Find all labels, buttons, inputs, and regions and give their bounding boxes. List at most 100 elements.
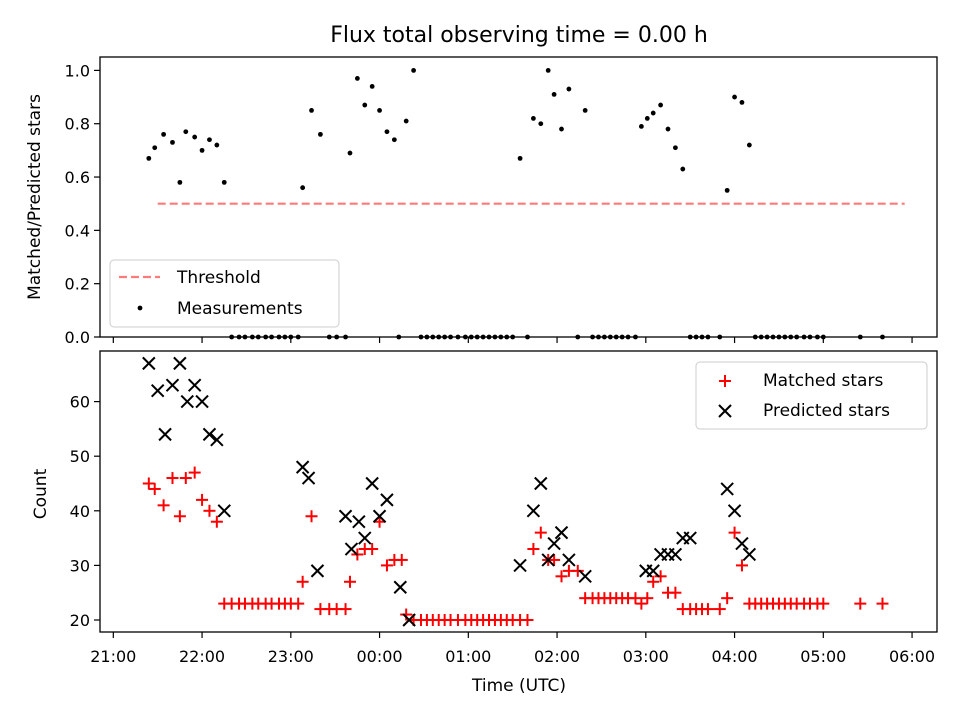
matched-star-point — [305, 510, 318, 523]
measurement-point — [369, 83, 375, 89]
measurement-point — [309, 107, 314, 113]
predicted-star-stroke-b — [554, 525, 569, 540]
matched-star-point — [296, 575, 309, 588]
measurement-point — [638, 123, 644, 129]
matched-star-point — [548, 553, 561, 566]
predicted-star-stroke-b — [541, 553, 555, 567]
predicted-star-point — [358, 531, 372, 545]
predicted-star-point — [720, 482, 734, 496]
predicted-star-point — [727, 504, 742, 518]
predicted-star-point — [534, 476, 548, 491]
x-tick-label: 23:00 — [268, 647, 314, 666]
predicted-star-stroke-b — [338, 509, 353, 523]
predicted-star-stroke-b — [352, 515, 366, 529]
predicted-star-point — [742, 547, 757, 562]
predicted-star-point — [380, 493, 394, 507]
predicted-star-point — [338, 509, 353, 523]
measurement-point — [207, 137, 212, 143]
predicted-star-stroke-b — [402, 613, 416, 627]
x-tick-label: 00:00 — [357, 647, 403, 666]
matched-star-point — [373, 515, 386, 528]
matched-star-point — [817, 597, 830, 610]
matched-star-point — [210, 515, 223, 528]
measurement-point — [146, 155, 152, 161]
matched-star-point — [521, 614, 534, 626]
predicted-star-point — [187, 378, 202, 392]
matched-star-point — [534, 526, 547, 539]
predicted-star-point — [301, 471, 316, 485]
measurement-point — [403, 118, 409, 124]
measurement-point — [551, 91, 557, 97]
matched-star-point — [142, 477, 155, 490]
predicted-star-stroke-b — [727, 504, 742, 518]
predicted-star-point — [541, 553, 555, 567]
predicted-star-point — [295, 460, 310, 474]
matched-star-point — [395, 553, 408, 566]
matched-star-point — [292, 597, 305, 610]
x-tick-label: 04:00 — [712, 647, 758, 666]
measurement-point — [391, 137, 397, 143]
predicted-star-stroke-b — [142, 356, 156, 371]
matched-star-point — [166, 472, 179, 485]
predicted-star-point — [554, 525, 569, 540]
predicted-star-point — [393, 580, 407, 594]
measurement-point — [221, 179, 227, 185]
measurement-point — [582, 107, 588, 113]
measurement-point — [650, 110, 656, 116]
top-y-tick-label: 0.2 — [65, 275, 90, 294]
measurement-point — [545, 68, 551, 73]
measurements-legend-label: Measurements — [177, 299, 303, 319]
measurement-point — [680, 166, 686, 172]
predicted-star-point — [165, 378, 180, 392]
predicted-star-point — [513, 558, 527, 573]
predicted-star-point — [180, 394, 194, 409]
predicted-star-stroke-b — [372, 509, 387, 523]
matched-star-point — [876, 597, 889, 610]
matched-star-point — [713, 603, 726, 616]
predicted-star-point — [365, 476, 379, 491]
predicted-star-point — [683, 531, 697, 545]
predicted-star-point — [210, 433, 224, 447]
measurement-point — [411, 68, 416, 73]
measurement-point — [644, 115, 650, 121]
chart-title: Flux total observing time = 0.00 h — [330, 23, 708, 48]
predicted-star-stroke-b — [158, 427, 172, 442]
matched-star-point — [701, 603, 714, 616]
matched-star-point — [635, 597, 648, 610]
matched-star-point — [721, 592, 734, 605]
predicted-star-stroke-b — [358, 531, 372, 545]
predicted-star-stroke-b — [180, 394, 194, 409]
top-y-tick-label: 1.0 — [65, 61, 90, 80]
bottom-plot-area — [142, 356, 889, 627]
predicted-legend-label: Predicted stars — [763, 401, 890, 421]
bottom-y-tick-label: 20 — [70, 611, 90, 630]
matched-star-point — [728, 526, 741, 539]
predicted-star-stroke-b — [380, 493, 394, 507]
predicted-star-stroke-b — [526, 504, 541, 518]
predicted-star-point — [646, 564, 660, 578]
predicted-star-stroke-b — [534, 476, 548, 491]
matched-star-point — [196, 493, 209, 506]
predicted-star-stroke-b — [173, 356, 187, 371]
measurement-point — [214, 142, 220, 148]
bottom-legend: Matched stars Predicted stars — [695, 361, 928, 430]
x-tick-label: 01:00 — [445, 647, 491, 666]
matched-star-point — [400, 608, 413, 621]
measurement-point — [377, 107, 382, 113]
measurement-point — [317, 131, 323, 137]
matched-star-point — [380, 559, 393, 572]
measurement-point — [724, 187, 730, 193]
measurement-point — [732, 94, 737, 100]
measurement-point — [566, 86, 572, 92]
top-axes-frame — [99, 56, 938, 338]
predicted-legend-swatch — [718, 404, 732, 418]
measurement-point — [517, 155, 523, 161]
predicted-star-point — [526, 504, 541, 518]
predicted-star-stroke-b — [195, 394, 209, 409]
matched-star-point — [179, 472, 192, 485]
x-tick-label: 05:00 — [800, 647, 846, 666]
bottom-y-axis-label: Count — [31, 468, 51, 519]
predicted-star-stroke-b — [742, 547, 757, 562]
top-y-tick-label: 0.0 — [65, 328, 90, 347]
